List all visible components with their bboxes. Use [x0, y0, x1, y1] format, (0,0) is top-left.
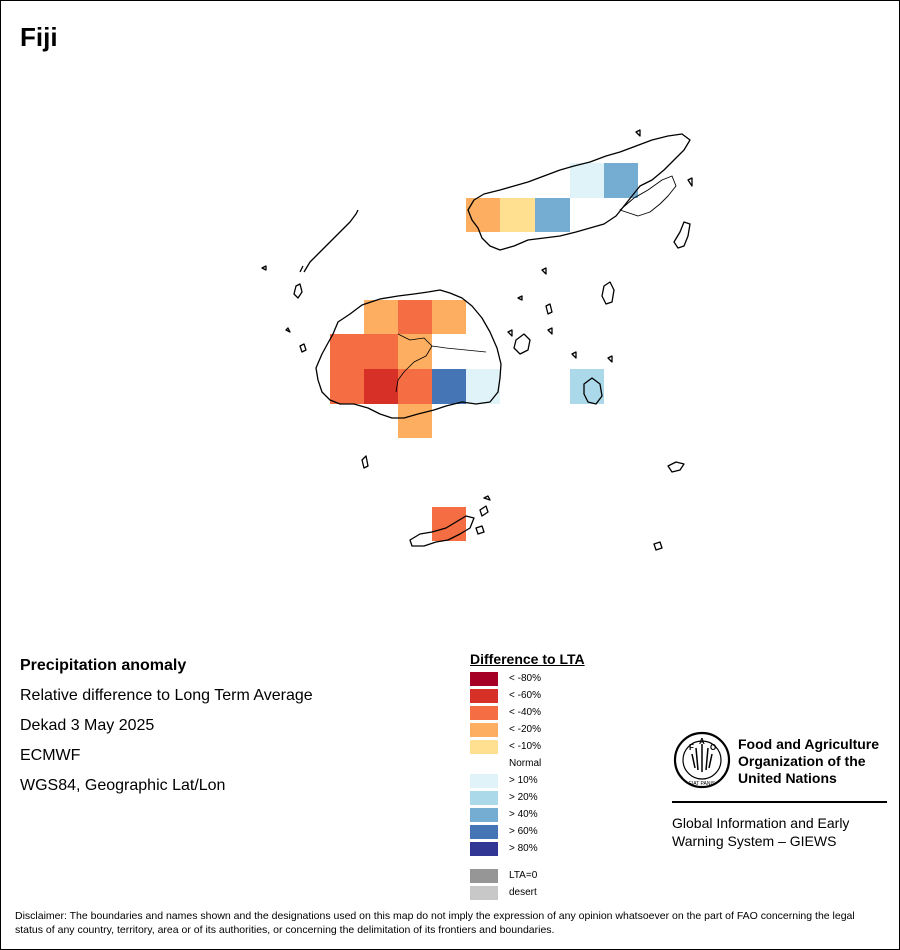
- island-outline: [653, 541, 663, 551]
- anomaly-cell: [466, 198, 500, 232]
- anomaly-cell: [364, 334, 398, 369]
- anomaly-cell: [466, 369, 500, 404]
- viti-levu-outline: [315, 289, 502, 419]
- projection-label: WGS84, Geographic Lat/Lon: [20, 777, 226, 794]
- anomaly-cell: [398, 300, 432, 334]
- source-label: ECMWF: [20, 747, 81, 764]
- island-outline: [361, 455, 369, 469]
- legend-title: Difference to LTA: [470, 651, 585, 667]
- legend-item: desert: [470, 885, 585, 902]
- legend-swatch: [470, 825, 498, 839]
- yasawa-islands: [293, 283, 303, 299]
- system-name: Global Information and Early Warning Sys…: [672, 815, 850, 849]
- island-outline: [583, 377, 603, 405]
- anomaly-cell: [330, 334, 364, 369]
- island-outline: [517, 267, 613, 363]
- legend-swatch: [470, 886, 498, 900]
- anomaly-cell: [570, 369, 604, 404]
- map-canvas: [261, 129, 693, 551]
- anomaly-cell: [535, 198, 570, 232]
- legend-swatch: [470, 869, 498, 883]
- taveuni-outline: [673, 221, 691, 249]
- legend-item: < -60%: [470, 688, 585, 705]
- map-title: Fiji: [20, 22, 58, 52]
- legend-swatch: [470, 706, 498, 720]
- anomaly-cell: [432, 300, 466, 334]
- island-outline: [261, 265, 307, 353]
- island-outline: [635, 129, 693, 187]
- anomaly-cell: [398, 369, 432, 404]
- legend-items: < -80% < -60% < -40% < -20% < -10% Normal > 10…: [470, 671, 585, 858]
- legend-item: > 80%: [470, 841, 585, 858]
- divider: [672, 801, 887, 803]
- legend-item: < -40%: [470, 705, 585, 722]
- legend-label: > 10%: [509, 775, 538, 786]
- anomaly-cell: [570, 163, 604, 198]
- legend-swatch: [470, 774, 498, 788]
- legend-label: < -10%: [509, 741, 541, 752]
- anomaly-cell: [330, 369, 364, 404]
- legend-swatch: [470, 689, 498, 703]
- svg-text:A: A: [699, 737, 705, 746]
- legend-swatch: [470, 757, 498, 771]
- vanua-levu-outline: [467, 133, 691, 251]
- fao-logo-icon: F A O FIAT PANIS: [673, 731, 731, 789]
- legend-item: < -10%: [470, 739, 585, 756]
- legend-swatch: [470, 672, 498, 686]
- product-title: Precipitation anomaly: [20, 657, 187, 674]
- kadavu-outline: [409, 515, 475, 547]
- legend-label: > 20%: [509, 792, 538, 803]
- legend-label: Normal: [509, 758, 542, 769]
- legend-item: > 20%: [470, 790, 585, 807]
- map-info: Precipitation anomaly Relative differenc…: [20, 656, 313, 806]
- anomaly-cells: [330, 163, 638, 541]
- province-boundary: [395, 333, 487, 393]
- legend-label: < -60%: [509, 690, 541, 701]
- legend-label: > 60%: [509, 826, 538, 837]
- islet: [475, 495, 491, 535]
- anomaly-cell: [604, 163, 638, 198]
- legend-label: LTA=0: [509, 870, 538, 881]
- legend-label: desert: [509, 887, 537, 898]
- legend-extra-items: LTA=0 desert: [470, 868, 585, 902]
- svg-text:O: O: [710, 743, 716, 752]
- legend-item: Normal: [470, 756, 585, 773]
- vanua-levu-bay: [619, 175, 677, 217]
- legend-label: < -20%: [509, 724, 541, 735]
- organization-name: Food and Agriculture Organization of the…: [738, 736, 880, 786]
- island-outline: [507, 303, 553, 337]
- svg-text:F: F: [689, 743, 694, 752]
- legend-swatch: [470, 723, 498, 737]
- coastlines: [261, 129, 693, 551]
- anomaly-cell: [398, 404, 432, 438]
- legend-item: > 40%: [470, 807, 585, 824]
- anomaly-cell: [364, 300, 398, 334]
- anomaly-cell: [432, 507, 466, 541]
- island-outline: [667, 461, 685, 473]
- legend: Difference to LTA < -80% < -60% < -40% < -2…: [470, 651, 585, 902]
- legend-label: > 80%: [509, 843, 538, 854]
- measure-label: Relative difference to Long Term Average: [20, 687, 313, 704]
- legend-swatch: [470, 808, 498, 822]
- koro-outline: [513, 333, 531, 355]
- disclaimer: Disclaimer: The boundaries and names sho…: [15, 910, 855, 936]
- legend-swatch: [470, 842, 498, 856]
- anomaly-cell: [432, 369, 466, 404]
- yasawa-islands: [299, 209, 359, 273]
- island-outline: [601, 281, 615, 305]
- period-label: Dekad 3 May 2025: [20, 717, 155, 734]
- legend-item: < -80%: [470, 671, 585, 688]
- legend-item: > 10%: [470, 773, 585, 790]
- legend-swatch: [470, 740, 498, 754]
- legend-item: > 60%: [470, 824, 585, 841]
- anomaly-cell: [500, 198, 535, 232]
- legend-item: < -20%: [470, 722, 585, 739]
- svg-text:FIAT PANIS: FIAT PANIS: [689, 781, 716, 787]
- legend-label: > 40%: [509, 809, 538, 820]
- legend-item: LTA=0: [470, 868, 585, 885]
- anomaly-cell: [364, 369, 398, 404]
- legend-label: < -40%: [509, 707, 541, 718]
- legend-label: < -80%: [509, 673, 541, 684]
- legend-swatch: [470, 791, 498, 805]
